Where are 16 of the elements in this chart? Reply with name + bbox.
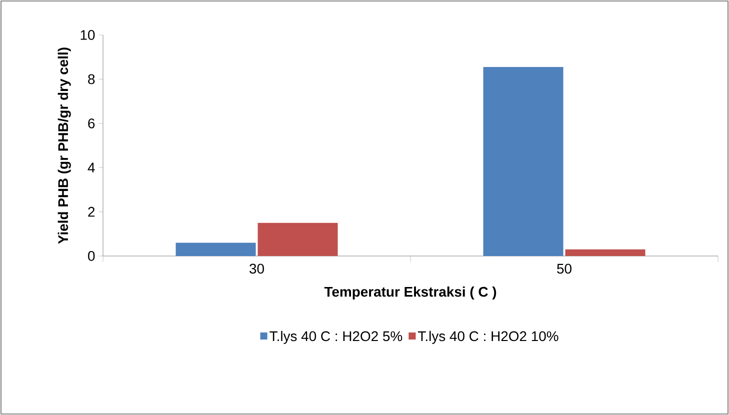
legend-label: T.lys 40 C : H2O2 10% — [418, 330, 558, 344]
x-tick-label: 30 — [250, 264, 264, 274]
y-tick-label: 2 — [88, 206, 95, 217]
y-tick-label: 0 — [88, 251, 95, 261]
y-tick-label: 10 — [80, 30, 95, 40]
x-axis-title: Temperatur Ekstraksi ( C ) — [324, 286, 496, 300]
x-tick-label: 50 — [557, 264, 572, 274]
bar — [258, 222, 338, 256]
bar — [176, 242, 256, 256]
y-axis-title: Yield PHB (gr PHB/gr dry cell) — [58, 48, 71, 244]
bar — [483, 67, 564, 256]
bar — [565, 249, 646, 256]
y-tick-label: 6 — [88, 118, 95, 128]
y-tick-label: 4 — [88, 162, 95, 172]
legend-label: T.lys 40 C : H2O2 5% — [270, 330, 402, 344]
y-tick-label: 8 — [88, 74, 95, 84]
